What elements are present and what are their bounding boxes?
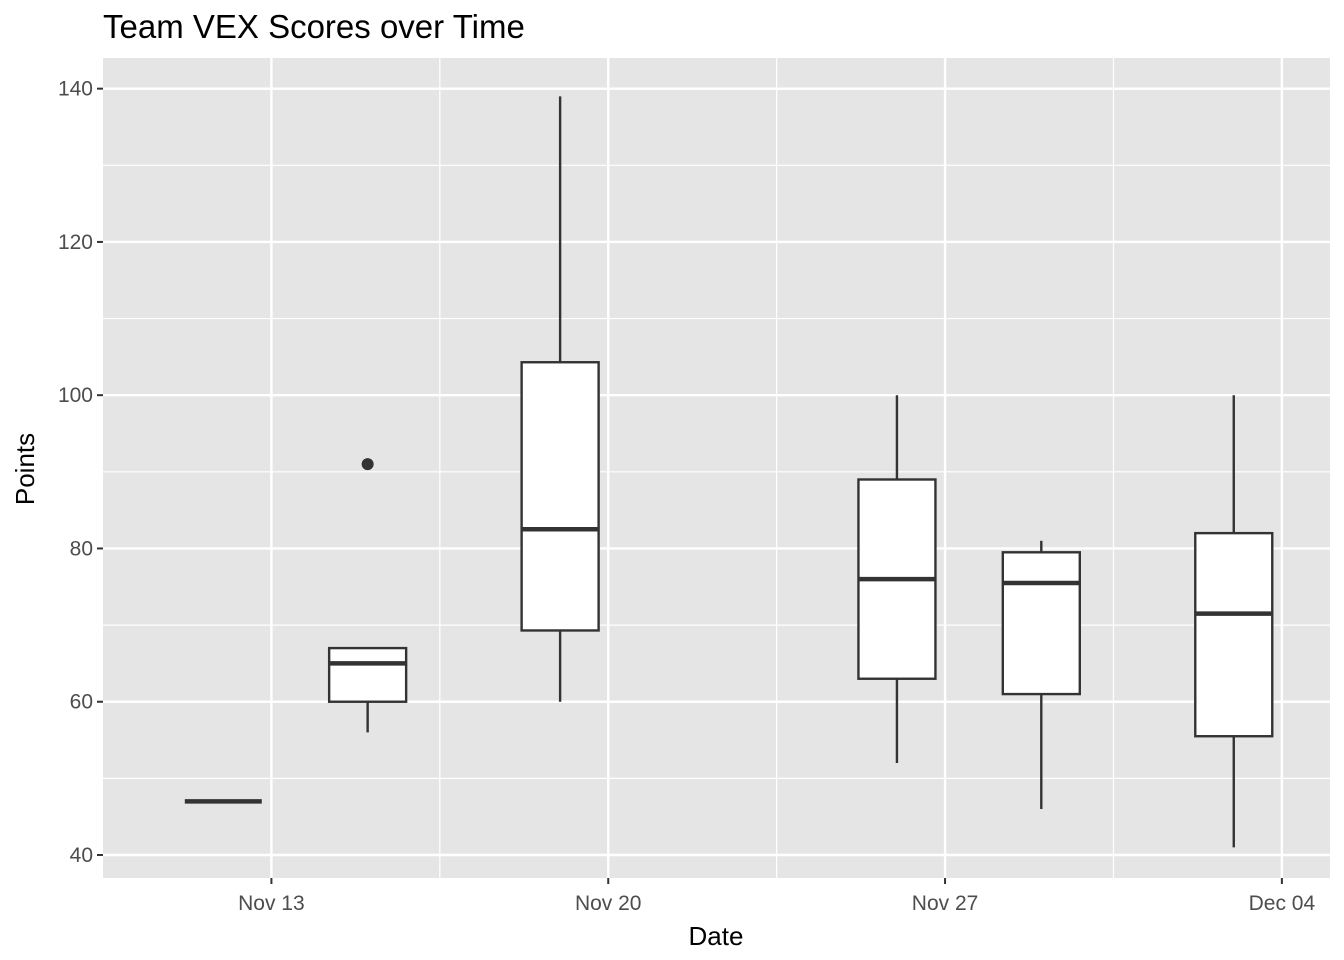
y-tick-label: 120 — [58, 231, 93, 254]
chart-title: Team VEX Scores over Time — [103, 8, 525, 45]
box-group — [1001, 540, 1081, 810]
minor-grid — [103, 58, 1330, 878]
y-tick-label: 40 — [70, 844, 93, 867]
box-group — [520, 96, 600, 702]
y-axis: 40 60 80 100 120 140 — [58, 78, 103, 867]
box-group — [327, 458, 408, 733]
box-iqr — [327, 646, 408, 703]
x-tick-label: Nov 27 — [912, 892, 979, 915]
major-grid — [103, 58, 1330, 878]
y-axis-title: Points — [10, 433, 40, 505]
y-tick-label: 60 — [70, 691, 93, 714]
y-tick-label: 80 — [70, 537, 93, 560]
box-iqr — [520, 361, 600, 632]
box-iqr — [1001, 551, 1081, 696]
x-tick-label: Dec 04 — [1249, 892, 1316, 915]
outlier-point — [361, 458, 374, 471]
box-iqr — [1194, 531, 1274, 738]
y-tick-label: 140 — [58, 78, 93, 101]
x-tick-label: Nov 20 — [575, 892, 642, 915]
x-tick-label: Nov 13 — [238, 892, 305, 915]
x-axis: Nov 13 Nov 20 Nov 27 Dec 04 — [238, 878, 1315, 915]
box-group — [1194, 395, 1274, 848]
box-group — [857, 395, 937, 764]
x-axis-title: Date — [689, 921, 744, 951]
plot-panel — [103, 58, 1330, 878]
y-tick-label: 100 — [58, 384, 93, 407]
box-series — [184, 96, 1274, 848]
